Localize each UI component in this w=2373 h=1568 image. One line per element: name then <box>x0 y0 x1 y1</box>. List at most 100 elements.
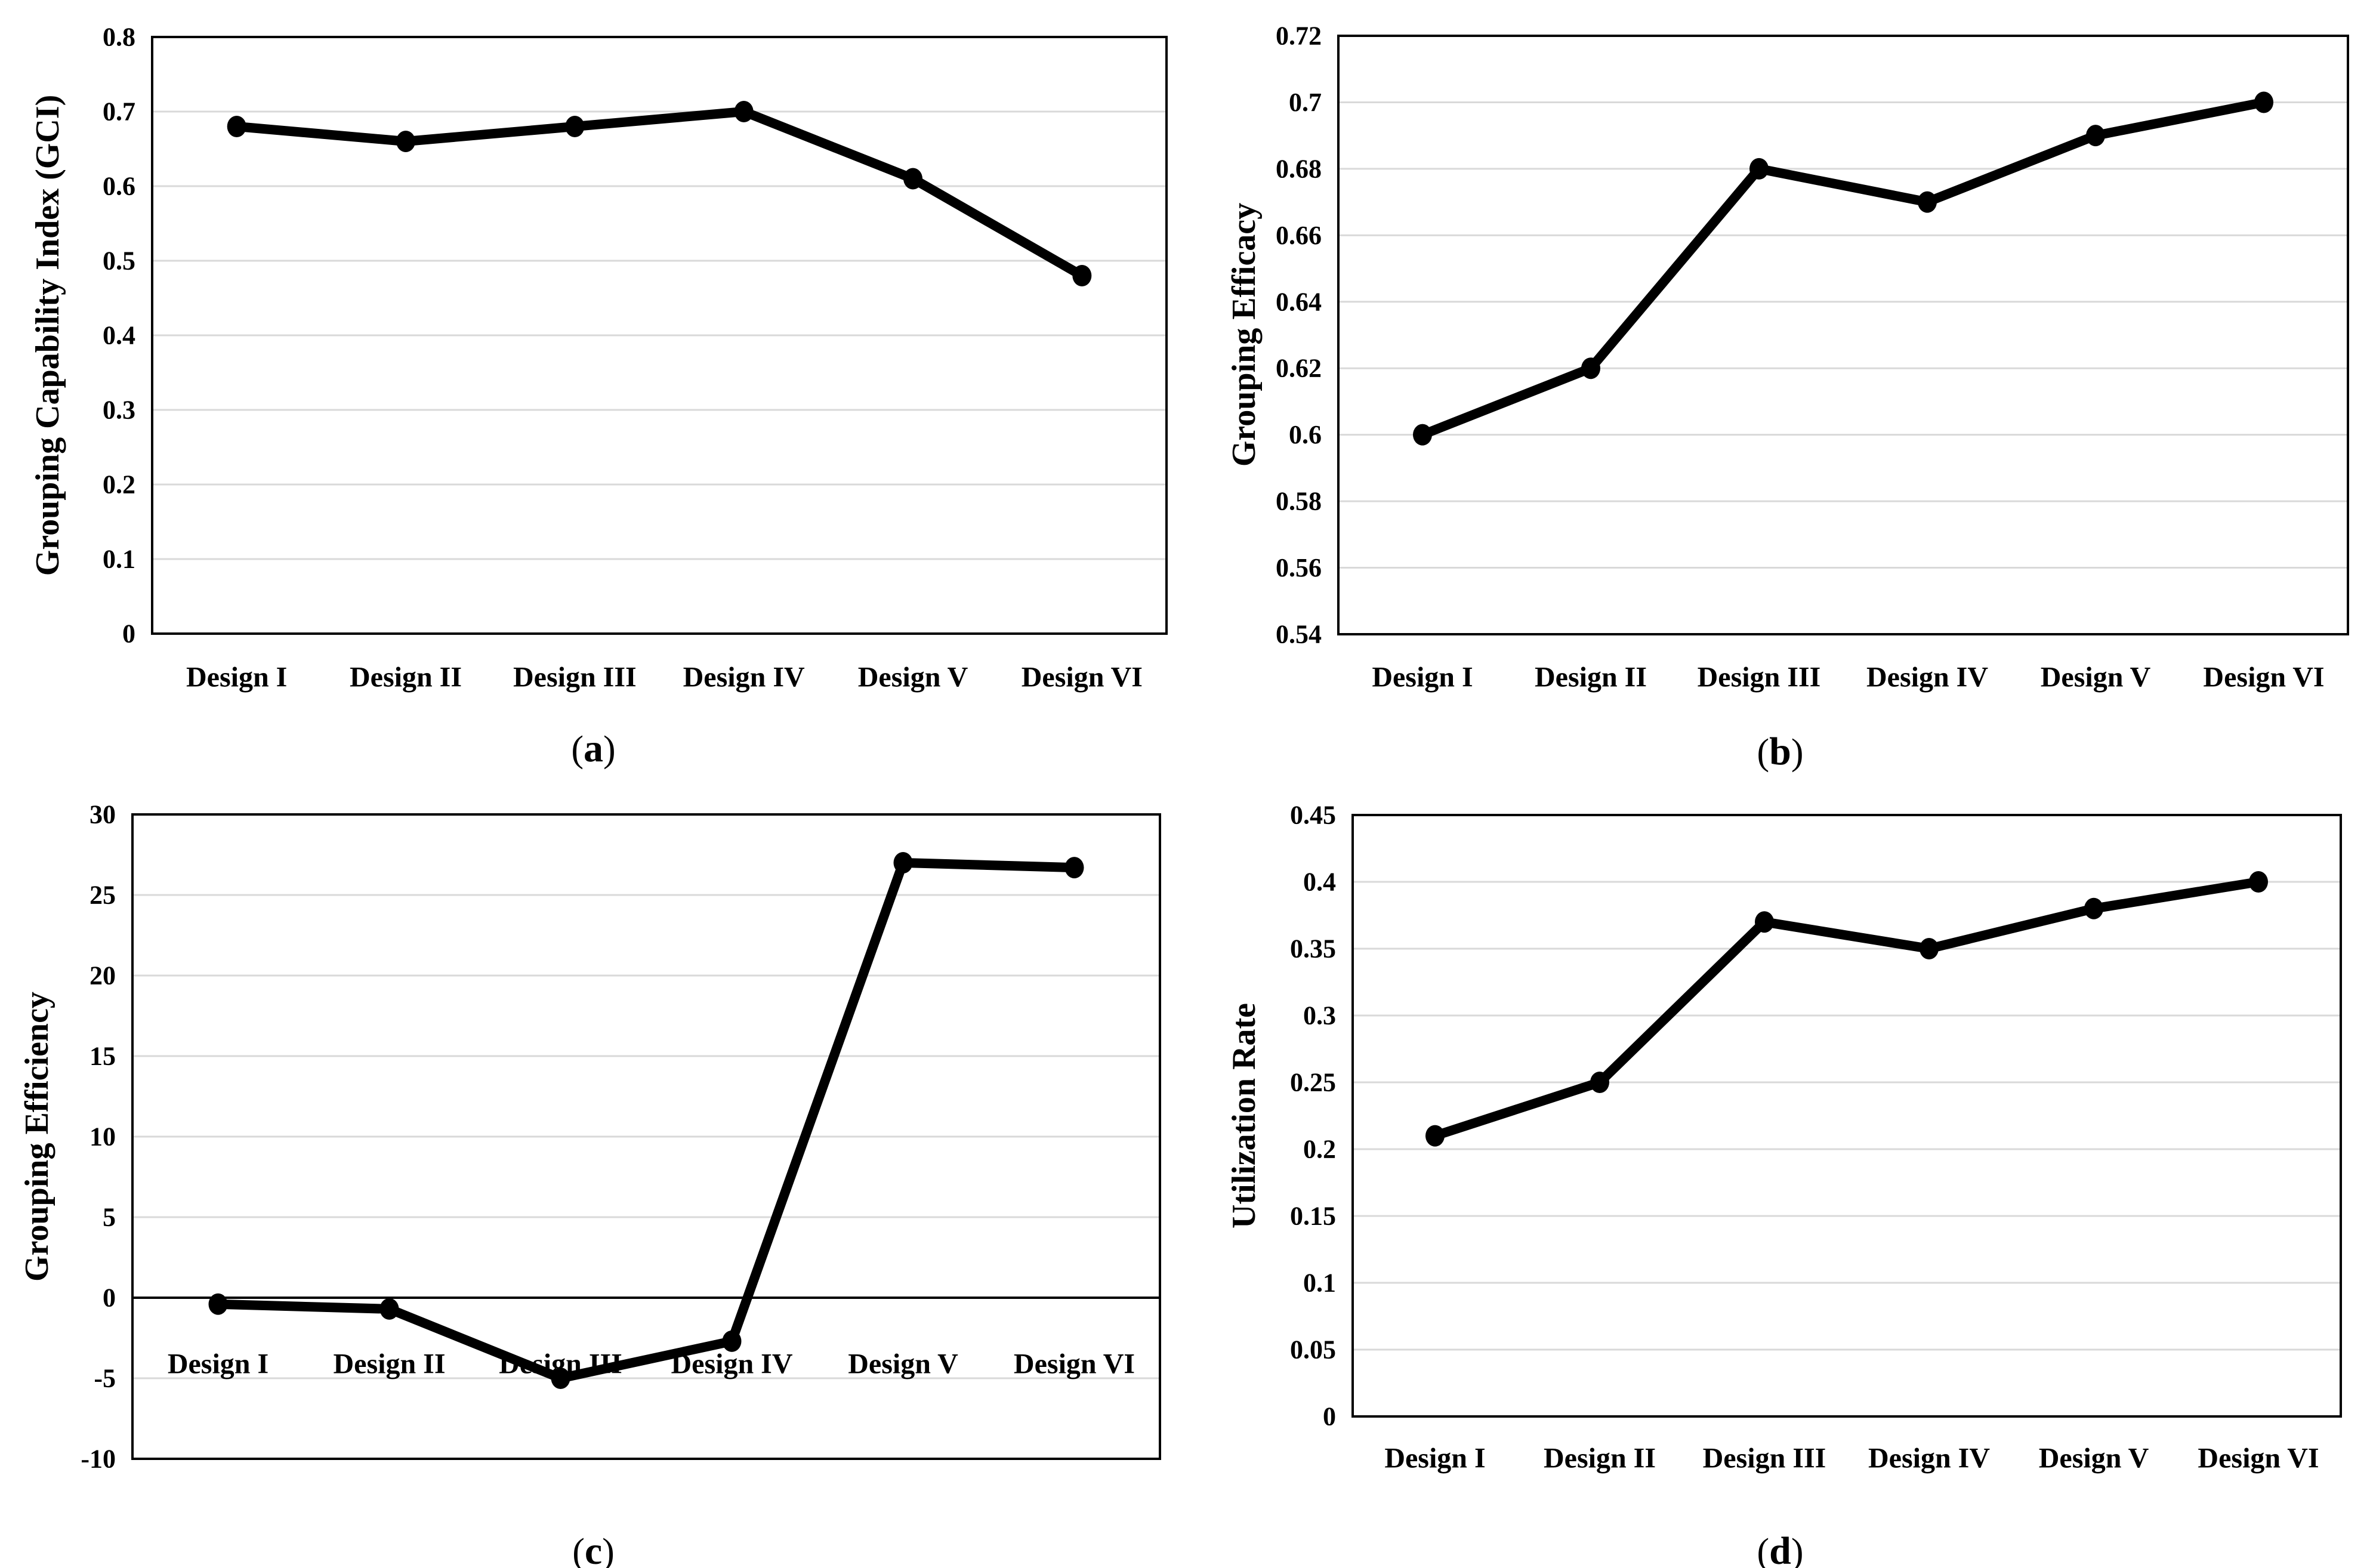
y-tick-label: 0.5 <box>103 246 135 276</box>
y-tick-label: 10 <box>90 1122 116 1152</box>
data-point-marker <box>227 116 246 137</box>
y-tick-label: 20 <box>90 961 116 990</box>
series-line <box>232 107 1087 280</box>
data-point-marker <box>208 1293 228 1315</box>
category-label: Design V <box>2039 1443 2149 1474</box>
y-tick-label: 0.54 <box>1276 620 1322 649</box>
category-label: Design VI <box>2203 662 2324 693</box>
y-tick-label: 15 <box>90 1042 116 1071</box>
category-label: Design III <box>1703 1443 1826 1474</box>
category-label: Design I <box>186 662 287 693</box>
caption-a-close-paren: ) <box>603 729 616 770</box>
category-label: Design II <box>1544 1443 1656 1474</box>
y-tick-label: 0.64 <box>1276 287 1322 316</box>
y-tick-label: 0.25 <box>1290 1068 1336 1097</box>
caption-d: (d) <box>1187 1524 2373 1568</box>
y-tick-label: 0.2 <box>103 470 135 499</box>
caption-c-letter: c <box>584 1529 603 1568</box>
series-line <box>1418 97 2269 440</box>
y-tick-label: 0.56 <box>1276 553 1322 582</box>
y-tick-label: 0.6 <box>1289 420 1322 449</box>
y-tick-label: 30 <box>90 800 116 829</box>
caption-c-open-paren: ( <box>572 1532 585 1568</box>
data-point-marker <box>722 1330 742 1352</box>
caption-b-open-paren: ( <box>1757 732 1770 773</box>
category-label: Design III <box>513 662 637 693</box>
chart-a-plot: 0 0.1 0.2 0.3 0.4 0.5 0.6 0.7 0.8 Design I Design … <box>103 23 1168 693</box>
data-point-marker <box>1581 357 1600 379</box>
caption-c: (c) <box>0 1524 1187 1568</box>
chart-c-plot: -10 -5 0 5 10 15 20 25 30 Design I Design II Design… <box>81 800 1161 1474</box>
category-label: Design IV <box>683 662 805 693</box>
y-tick-label: 0.7 <box>103 97 135 126</box>
panel-d: 0 0.05 0.1 0.15 0.2 0.25 0.3 0.35 0.4 0.45 Design … <box>1187 784 2373 1568</box>
series-line <box>1430 877 2263 1141</box>
y-tick-label: 0.1 <box>103 545 135 574</box>
data-point-marker <box>2249 871 2268 893</box>
plot-border <box>131 813 1161 1460</box>
y-axis-title-grouping-efficacy: Grouping Efficacy <box>1226 202 1263 467</box>
category-label: Design II <box>333 1348 445 1380</box>
data-point-marker <box>565 116 585 137</box>
data-point-marker <box>734 101 754 122</box>
data-point-marker <box>1920 938 1939 959</box>
data-point-marker <box>1064 857 1084 879</box>
data-point-marker <box>903 168 922 190</box>
y-tick-label: 0.3 <box>103 396 135 425</box>
y-axis-title-gci: Grouping Capability Index (GCI) <box>29 94 66 576</box>
caption-a: (a) <box>0 722 1187 776</box>
chart-d-plot: 0 0.05 0.1 0.15 0.2 0.25 0.3 0.35 0.4 0.45 Design … <box>1290 801 2342 1474</box>
y-tick-label: 0.05 <box>1290 1335 1336 1365</box>
y-tick-label: 0.68 <box>1276 154 1322 183</box>
data-point-marker <box>1590 1072 1609 1093</box>
y-tick-label: 0.35 <box>1290 934 1336 964</box>
y-axis-title-utilization-rate: Utilization Rate <box>1226 1003 1263 1229</box>
plot-border <box>1337 35 2349 635</box>
y-tick-label: 0.4 <box>1303 868 1336 897</box>
category-label: Design V <box>2041 662 2151 693</box>
y-tick-label: 0.72 <box>1276 21 1322 51</box>
caption-b: (b) <box>1187 725 2373 779</box>
y-tick-label: 0.62 <box>1276 354 1322 383</box>
data-point-marker <box>1749 158 1769 180</box>
y-tick-label: 0.7 <box>1289 88 1322 117</box>
panel-a: 0 0.1 0.2 0.3 0.4 0.5 0.6 0.7 0.8 Design I Design … <box>0 0 1187 784</box>
y-tick-label: 0.3 <box>1303 1001 1336 1030</box>
y-tick-label: -10 <box>81 1444 116 1474</box>
chart-b-plot: 0.54 0.56 0.58 0.6 0.62 0.64 0.66 0.68 0.7 0.72 De… <box>1276 21 2349 693</box>
caption-d-open-paren: ( <box>1757 1532 1770 1568</box>
caption-b-letter: b <box>1769 730 1791 773</box>
y-tick-label: 0.6 <box>103 172 135 201</box>
caption-d-letter: d <box>1769 1529 1791 1568</box>
y-tick-label: 0.2 <box>1303 1135 1336 1164</box>
y-axis-title-grouping-efficiency: Grouping Efficiency <box>18 992 55 1282</box>
plot-border <box>151 36 1168 635</box>
category-label: Design VI <box>1014 1348 1135 1380</box>
y-tick-label: 25 <box>90 881 116 910</box>
y-tick-label: -5 <box>94 1364 116 1393</box>
caption-b-close-paren: ) <box>1791 732 1804 773</box>
data-point-marker <box>1413 424 1432 446</box>
series-line <box>213 858 1079 1383</box>
data-point-marker <box>2254 91 2273 113</box>
category-label: Design IV <box>1868 1443 1990 1474</box>
y-tick-label: 0 <box>1323 1402 1336 1431</box>
y-tick-label: 0.45 <box>1290 801 1336 830</box>
caption-a-letter: a <box>584 727 603 770</box>
category-label: Design VI <box>1022 662 1143 693</box>
category-label: Design I <box>168 1348 269 1380</box>
data-point-marker <box>551 1368 570 1389</box>
category-label: Design II <box>1535 662 1647 693</box>
y-tick-label: 5 <box>103 1203 116 1232</box>
y-tick-label: 0.1 <box>1303 1268 1336 1298</box>
data-point-marker <box>379 1298 399 1320</box>
panel-b: 0.54 0.56 0.58 0.6 0.62 0.64 0.66 0.68 0.7 0.72 De… <box>1187 0 2373 784</box>
category-label: Design I <box>1384 1443 1485 1474</box>
panel-c: -10 -5 0 5 10 15 20 25 30 Design I Design II Design… <box>0 784 1187 1568</box>
y-tick-label: 0.66 <box>1276 221 1322 250</box>
y-tick-label: 0.8 <box>103 23 135 52</box>
caption-a-open-paren: ( <box>571 729 584 770</box>
y-tick-label: 0 <box>103 1283 116 1313</box>
plot-border <box>1351 814 2342 1418</box>
